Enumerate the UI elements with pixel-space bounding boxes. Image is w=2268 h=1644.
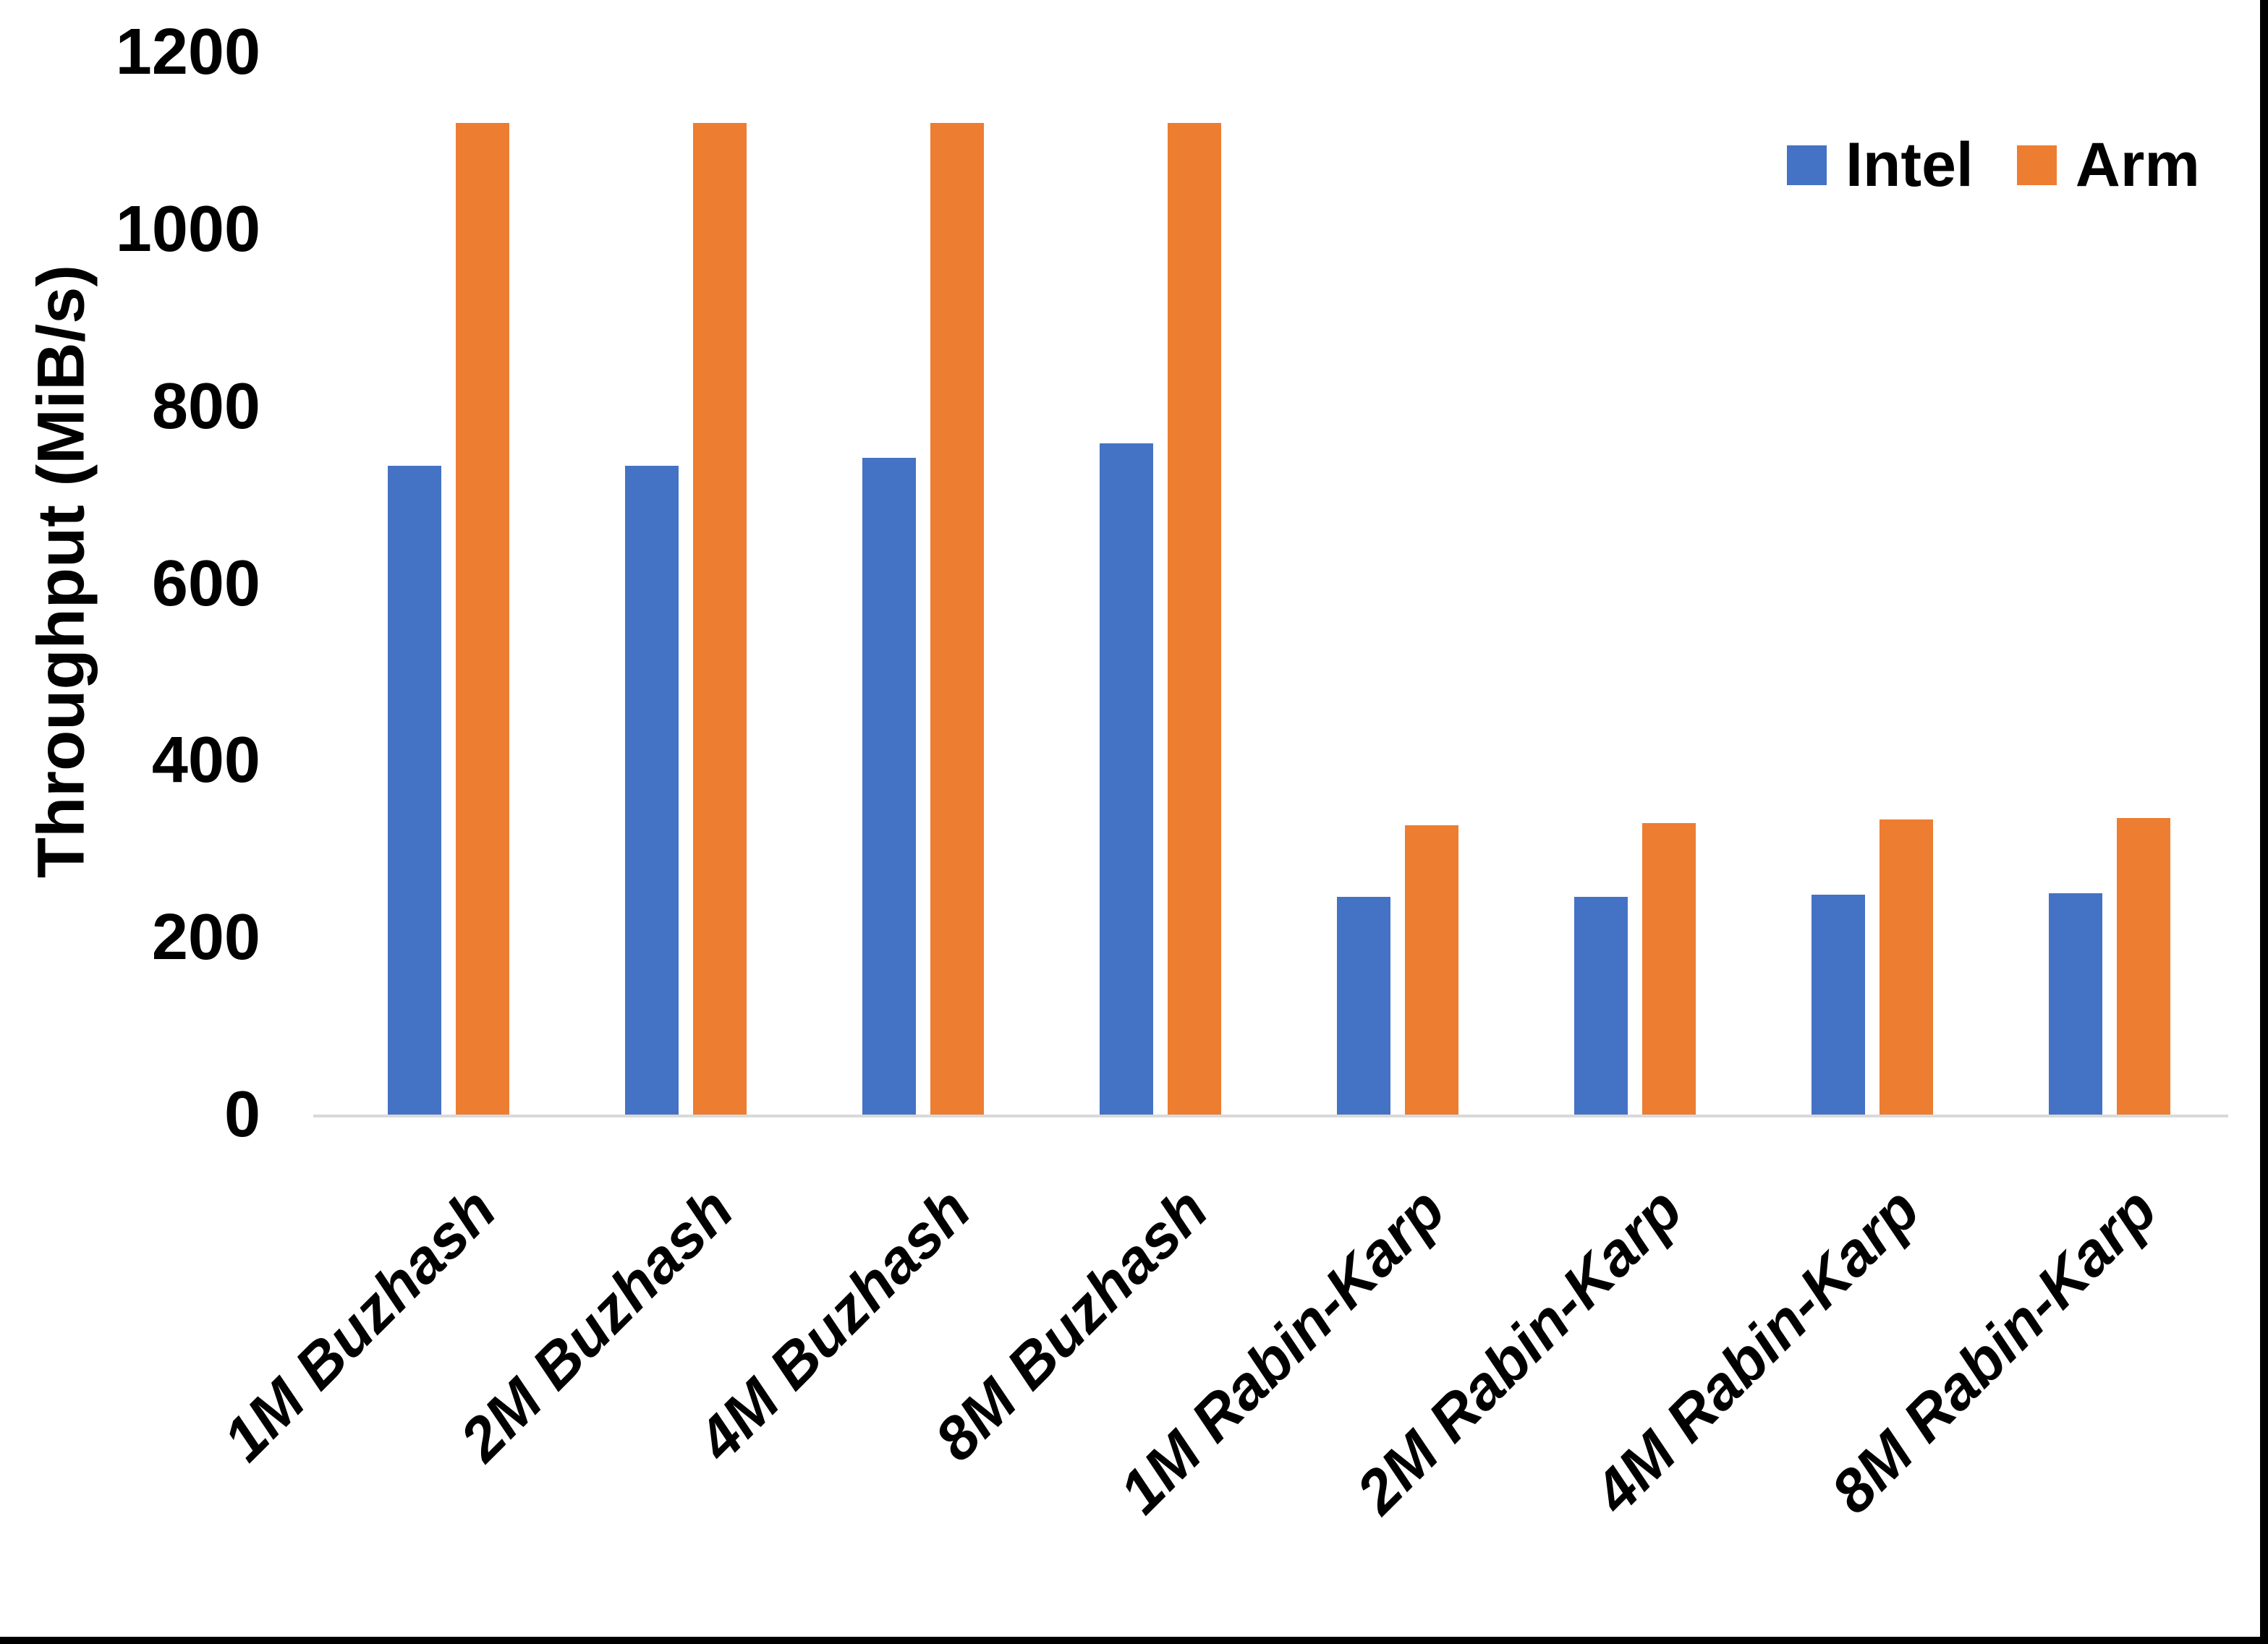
bar-intel-2m-buzhash [625,465,679,1115]
bottom-border-bar [0,1637,2268,1644]
arm-series-swatch-icon [2016,145,2057,185]
y-tick-label-600: 600 [151,547,260,620]
y-axis-title: Throughput (MiB/s) [24,264,98,879]
x-axis-line [313,1115,2228,1117]
bar-arm-4m-buzhash [930,122,984,1115]
bar-arm-8m-rabin-karp [2117,817,2170,1115]
bar-intel-4m-rabin-karp [1812,895,1865,1115]
bar-intel-2m-rabin-karp [1574,896,1628,1115]
legend-label-arm: Arm [2075,130,2200,200]
y-tick-label-800: 800 [151,370,260,443]
bar-arm-2m-buzhash [693,122,747,1115]
y-tick-label-1000: 1000 [115,192,260,265]
legend: Intel Arm [1787,134,2200,196]
bar-arm-1m-rabin-karp [1405,825,1458,1115]
bar-intel-1m-rabin-karp [1337,896,1390,1115]
bar-arm-8m-buzhash [1168,122,1221,1115]
bar-arm-2m-rabin-karp [1642,823,1696,1115]
y-tick-label-400: 400 [151,724,260,797]
bar-intel-4m-buzhash [862,457,916,1115]
bar-intel-8m-rabin-karp [2049,893,2102,1115]
intel-series-swatch-icon [1787,145,1827,185]
legend-item-intel: Intel [1787,134,1974,196]
y-tick-label-1200: 1200 [115,16,260,88]
bar-intel-1m-buzhash [388,465,441,1115]
y-tick-label-0: 0 [224,1078,260,1151]
y-tick-label-200: 200 [151,901,260,974]
legend-item-arm: Arm [2016,130,2200,200]
legend-label-intel: Intel [1846,130,1974,200]
bar-arm-4m-rabin-karp [1880,819,1933,1115]
bar-arm-1m-buzhash [456,122,509,1115]
right-border-bar [2260,0,2268,1644]
bar-intel-8m-buzhash [1100,443,1153,1115]
